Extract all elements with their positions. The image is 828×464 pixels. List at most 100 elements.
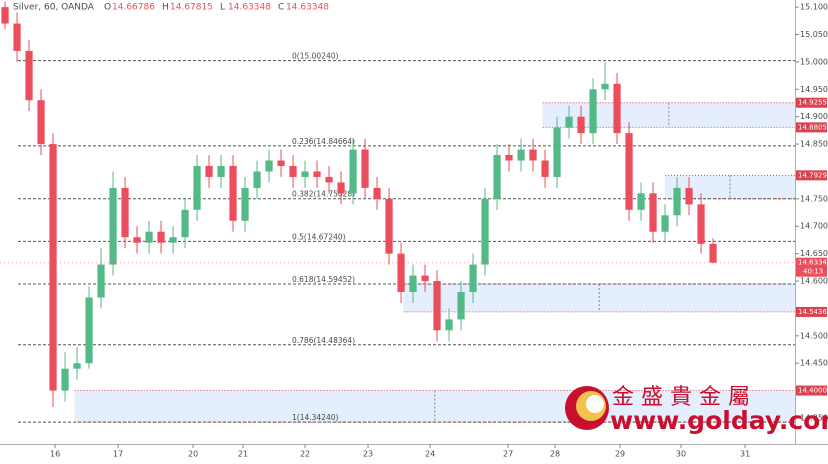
ohlc-value: 14.63348 xyxy=(286,3,329,13)
fib-label: 0.236(14.84664) xyxy=(292,137,355,146)
ohlc-value: 14.66786 xyxy=(112,3,155,13)
y-tick-label: 14.85000 xyxy=(800,140,828,149)
candle-body xyxy=(73,363,81,369)
fib-label: 0.618(14.59452) xyxy=(292,275,355,284)
candle-body xyxy=(649,193,657,232)
x-tick-label: 21 xyxy=(238,450,248,459)
candle-body xyxy=(433,281,441,331)
ohlc-label: C xyxy=(278,3,284,13)
fib-label: 0.786(14.48364) xyxy=(292,336,355,345)
x-tick-label: 20 xyxy=(188,450,198,459)
candle-body xyxy=(553,127,561,177)
y-tick-label: 14.50000 xyxy=(800,331,828,340)
symbol: Silver, 60, OANDA xyxy=(13,3,95,13)
candle-body xyxy=(37,100,45,145)
candle-body xyxy=(13,23,21,51)
candle-body xyxy=(301,171,309,177)
x-tick-label: 17 xyxy=(113,450,123,459)
candle-body xyxy=(493,155,501,199)
candle-body xyxy=(529,149,537,161)
candle-body xyxy=(133,237,141,243)
candle-body xyxy=(193,165,201,210)
candle-body xyxy=(709,243,717,263)
price-tag xyxy=(796,385,827,396)
fib-label: 1(14.34240) xyxy=(292,413,338,422)
candle-body xyxy=(457,291,465,320)
candle-body xyxy=(1,7,9,24)
last-price-tag xyxy=(796,257,827,277)
candle-body xyxy=(697,204,705,244)
candle-body xyxy=(121,187,129,238)
candle-body xyxy=(613,83,621,134)
candle-body xyxy=(349,149,357,194)
candle-body xyxy=(517,149,525,161)
candle-body xyxy=(589,89,597,134)
countdown: 40:13 xyxy=(803,268,823,276)
candle-body xyxy=(241,187,249,221)
y-tick-label: 14.95000 xyxy=(800,85,828,94)
candle-body xyxy=(313,171,321,177)
candle-body xyxy=(169,237,177,243)
candle-body xyxy=(541,160,549,177)
y-tick-label: 14.75000 xyxy=(800,194,828,203)
zone xyxy=(665,175,795,199)
watermark-url: www.golday.com xyxy=(610,406,828,435)
ohlc-label: H xyxy=(162,3,169,13)
y-tick-label: 14.60000 xyxy=(800,277,828,286)
price-tag-label: 14.88050 xyxy=(798,123,828,131)
price-tag xyxy=(796,306,827,317)
candle-body xyxy=(397,253,405,292)
price-tag xyxy=(796,170,827,181)
x-tick-label: 24 xyxy=(425,450,435,459)
candle-body xyxy=(85,297,93,364)
price-tag-label: 14.92550 xyxy=(798,99,828,107)
y-tick-label: 14.65000 xyxy=(800,249,828,258)
candle-body xyxy=(373,187,381,199)
candle-body xyxy=(409,275,417,292)
last-price-label: 14.63348 xyxy=(798,259,828,267)
candle-body xyxy=(157,231,165,243)
candle-body xyxy=(289,165,297,177)
x-tick-label: 29 xyxy=(615,450,625,459)
price-tag-label: 14.79294 xyxy=(798,171,828,179)
watermark-logo xyxy=(565,386,609,430)
candle-body xyxy=(181,209,189,238)
candle-body xyxy=(229,165,237,221)
x-tick-label: 31 xyxy=(740,450,750,459)
ohlc-label: O xyxy=(104,3,111,13)
candle-body xyxy=(109,187,117,265)
candle-body xyxy=(637,193,645,210)
fib-label: 0.5(14.67240) xyxy=(292,232,346,241)
candle-body xyxy=(25,50,33,101)
candle-body xyxy=(325,176,333,183)
y-tick-label: 14.90000 xyxy=(800,112,828,121)
candle-body xyxy=(277,160,285,166)
price-tag-label: 14.40009 xyxy=(798,387,828,395)
y-tick-label: 15.05000 xyxy=(800,30,828,39)
candle-body xyxy=(481,198,489,265)
candle-body xyxy=(625,133,633,210)
y-tick-label: 14.70000 xyxy=(800,222,828,231)
ohlc-value: 14.63348 xyxy=(228,3,271,13)
x-tick-label: 30 xyxy=(676,450,686,459)
ohlc-value: 14.67815 xyxy=(170,3,213,13)
x-tick-label: 22 xyxy=(300,450,310,459)
fib-label: 0(15.00240) xyxy=(292,52,338,61)
candle-body xyxy=(469,264,477,292)
x-tick-label: 28 xyxy=(550,450,560,459)
candle-body xyxy=(253,171,261,188)
candle-body xyxy=(601,83,609,90)
candle-body xyxy=(265,160,273,172)
candle-body xyxy=(445,319,453,331)
watermark-brand: 金 盛 貴 金 屬 xyxy=(612,385,750,410)
candle-body xyxy=(661,215,669,232)
y-tick-label: 14.45000 xyxy=(800,359,828,368)
candle-body xyxy=(97,264,105,298)
ohlc-label: L xyxy=(220,3,225,13)
candle-body xyxy=(577,116,585,134)
candle-body xyxy=(673,187,681,216)
